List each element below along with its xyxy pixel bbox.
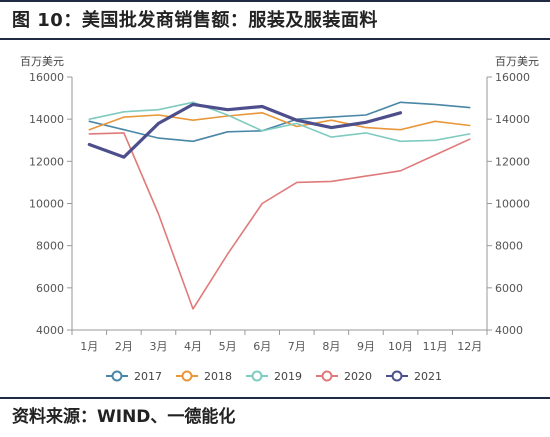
series-line-2019 [88,101,471,143]
x-tick-label: 1月 [80,340,98,353]
legend-marker-2018 [181,370,193,382]
left-axis-unit: 百万美元 [20,55,64,68]
line-chart: 百万美元 百万美元 4000 4000 6000 6000 8000 8000 10000 100… [20,55,539,383]
x-tick-label: 12月 [457,340,482,353]
right-tick-label: 4000 [495,324,523,337]
legend-marker-2019 [251,370,263,382]
x-tick-label: 11月 [423,340,448,353]
source-divider [0,397,550,399]
x-tick-label: 6月 [253,340,271,353]
x-tick-label: 2月 [115,340,133,353]
x-tick-label: 4月 [184,340,202,353]
series-line-2017 [88,101,471,143]
chart-area: 百万美元 百万美元 4000 4000 6000 6000 8000 8000 10000 100… [0,40,550,395]
legend-marker-2017 [111,370,123,382]
right-tick-label: 16000 [495,71,530,84]
legend-marker-2021 [391,370,403,382]
legend-label-2021: 2021 [414,370,442,383]
figure-title: 图 10：美国批发商销售额：服装及服装面料 [12,10,378,31]
legend-label-2020: 2020 [344,370,372,383]
left-tick-label: 16000 [29,71,64,84]
right-tick-label: 10000 [495,198,530,211]
x-tick-label: 9月 [357,340,375,353]
left-tick-label: 6000 [36,282,64,295]
right-tick-label: 14000 [495,113,530,126]
series-line-2018 [88,112,471,131]
series-line-2020 [88,132,471,310]
title-bar: 图 10：美国批发商销售额：服装及服装面料 [12,6,542,36]
left-tick-label: 4000 [36,324,64,337]
x-tick-label: 3月 [149,340,167,353]
left-tick-label: 8000 [36,240,64,253]
x-tick-label: 10月 [388,340,413,353]
right-tick-label: 6000 [495,282,523,295]
right-axis-unit: 百万美元 [495,55,539,68]
legend-label-2017: 2017 [134,370,162,383]
right-tick-label: 12000 [495,155,530,168]
left-tick-label: 10000 [29,198,64,211]
legend-marker-2020 [321,370,333,382]
legend-label-2019: 2019 [274,370,302,383]
legend-label-2018: 2018 [204,370,232,383]
top-rule [0,0,550,2]
title-divider [0,38,550,40]
x-tick-label: 5月 [219,340,237,353]
source-note: 资料来源：WIND、一德能化 [12,407,236,427]
x-tick-label: 7月 [288,340,306,353]
left-tick-label: 14000 [29,113,64,126]
left-tick-label: 12000 [29,155,64,168]
x-tick-label: 8月 [322,340,340,353]
series-line-2021 [87,102,403,159]
right-tick-label: 8000 [495,240,523,253]
